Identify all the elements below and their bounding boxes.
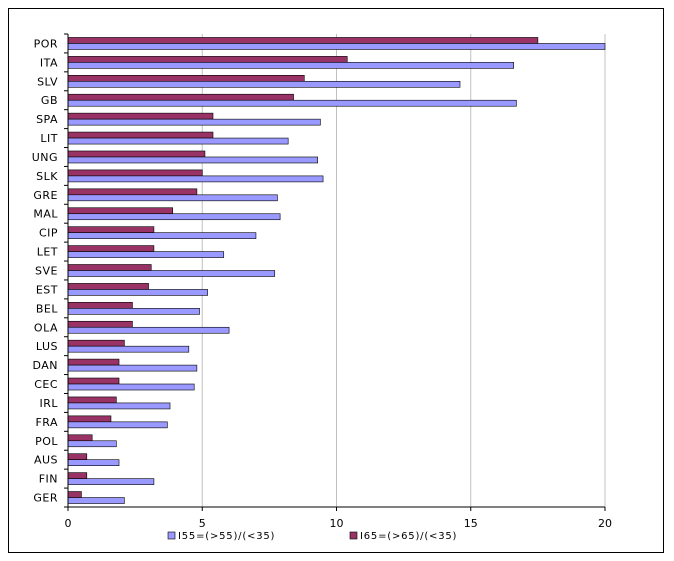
category-label: SPA bbox=[36, 113, 58, 126]
bar-i65-ola bbox=[67, 320, 133, 328]
bar-i65-mal bbox=[67, 207, 174, 215]
bar-i55-ola bbox=[67, 326, 230, 334]
bar-i65-sve bbox=[67, 264, 152, 271]
bar-i55-ger bbox=[67, 497, 125, 504]
bar-i65-fra bbox=[67, 415, 112, 423]
x-tick-label: 10 bbox=[330, 517, 344, 530]
category-label: OLA bbox=[34, 321, 58, 334]
bar-i55-est bbox=[67, 289, 208, 296]
bar-i55-let bbox=[67, 251, 225, 258]
bar-i65-bel bbox=[67, 302, 133, 309]
bar-i65-lus bbox=[67, 339, 125, 347]
legend-label-i55: I55=(>55)/(<35) bbox=[178, 531, 275, 542]
category-label: SLV bbox=[37, 75, 58, 88]
category-label: AUS bbox=[34, 454, 58, 467]
bar-i65-ung bbox=[67, 150, 206, 158]
legend-swatch-i65 bbox=[349, 531, 358, 540]
bar-i55-sve bbox=[67, 270, 276, 277]
axes: POR ITA SLV GB SPA LIT UNG SLK GRE MAL CIP LET SVE ES… bbox=[32, 33, 612, 530]
bar-i65-let bbox=[67, 245, 155, 252]
category-label: UNG bbox=[32, 151, 58, 164]
bar-i65-por bbox=[67, 37, 539, 44]
bar-i55-spa bbox=[67, 118, 321, 126]
category-label: GB bbox=[41, 94, 58, 107]
bar-i55-lus bbox=[67, 345, 190, 353]
bars bbox=[67, 37, 606, 504]
category-label: GRE bbox=[33, 189, 58, 202]
bar-i65-ita bbox=[67, 56, 348, 63]
bar-i55-mal bbox=[67, 213, 281, 221]
bar-i65-lit bbox=[67, 131, 214, 139]
legend-swatch-i55 bbox=[167, 531, 176, 540]
category-label: FIN bbox=[39, 473, 58, 486]
bar-i55-dan bbox=[67, 364, 198, 372]
category-label: LIT bbox=[40, 132, 58, 145]
category-label: MAL bbox=[33, 208, 58, 221]
bar-i65-pol bbox=[67, 434, 93, 442]
bar-i55-por bbox=[67, 43, 606, 50]
bar-i65-slv bbox=[67, 75, 305, 82]
bar-i55-slv bbox=[67, 81, 461, 88]
category-label: SVE bbox=[35, 265, 58, 278]
category-label: CEC bbox=[34, 378, 58, 391]
category-label: POL bbox=[35, 435, 58, 448]
bar-i55-lit bbox=[67, 137, 289, 145]
bar-i55-ung bbox=[67, 156, 319, 164]
category-label: IRL bbox=[39, 397, 58, 410]
x-tick-label: 5 bbox=[199, 517, 206, 530]
bar-i55-irl bbox=[67, 402, 171, 410]
bar-i55-fra bbox=[67, 421, 168, 429]
category-label: SLK bbox=[36, 170, 58, 183]
bar-i65-fin bbox=[67, 472, 88, 479]
bar-i55-ita bbox=[67, 62, 515, 69]
bar-i65-aus bbox=[67, 453, 88, 461]
bar-i55-aus bbox=[67, 459, 120, 467]
bar-i55-cip bbox=[67, 232, 257, 239]
category-label: CIP bbox=[39, 227, 58, 240]
category-label: FRA bbox=[35, 416, 58, 429]
bar-i65-dan bbox=[67, 358, 120, 366]
bar-i65-slk bbox=[67, 169, 203, 177]
bar-i65-gb bbox=[67, 93, 294, 101]
bar-i65-cip bbox=[67, 226, 155, 233]
bar-i55-pol bbox=[67, 440, 117, 448]
category-label: EST bbox=[36, 283, 58, 296]
category-label: DAN bbox=[32, 359, 58, 372]
x-tick-label: 0 bbox=[65, 517, 72, 530]
x-tick-label: 20 bbox=[598, 517, 612, 530]
legend-label-i65: I65=(>65)/(<35) bbox=[360, 531, 457, 542]
bar-i55-fin bbox=[67, 478, 155, 485]
category-label: LUS bbox=[36, 340, 58, 353]
bar-i55-gb bbox=[67, 99, 517, 107]
category-label: ITA bbox=[40, 56, 58, 69]
bar-i65-ger bbox=[67, 491, 82, 498]
category-label: GER bbox=[33, 492, 58, 505]
category-label: POR bbox=[34, 37, 58, 50]
x-tick-label: 15 bbox=[464, 517, 478, 530]
bar-i55-gre bbox=[67, 194, 278, 202]
bar-i65-est bbox=[67, 283, 149, 290]
category-label: LET bbox=[37, 246, 58, 259]
bar-i65-gre bbox=[67, 188, 198, 196]
bar-i65-irl bbox=[67, 396, 117, 404]
bar-i65-spa bbox=[67, 112, 214, 120]
bar-i65-cec bbox=[67, 377, 120, 385]
bar-i55-slk bbox=[67, 175, 324, 183]
legend: I55=(>55)/(<35) I65=(>65)/(<35) bbox=[167, 531, 457, 542]
bar-i55-bel bbox=[67, 308, 200, 315]
bar-i55-cec bbox=[67, 383, 195, 391]
category-label: BEL bbox=[36, 302, 58, 315]
